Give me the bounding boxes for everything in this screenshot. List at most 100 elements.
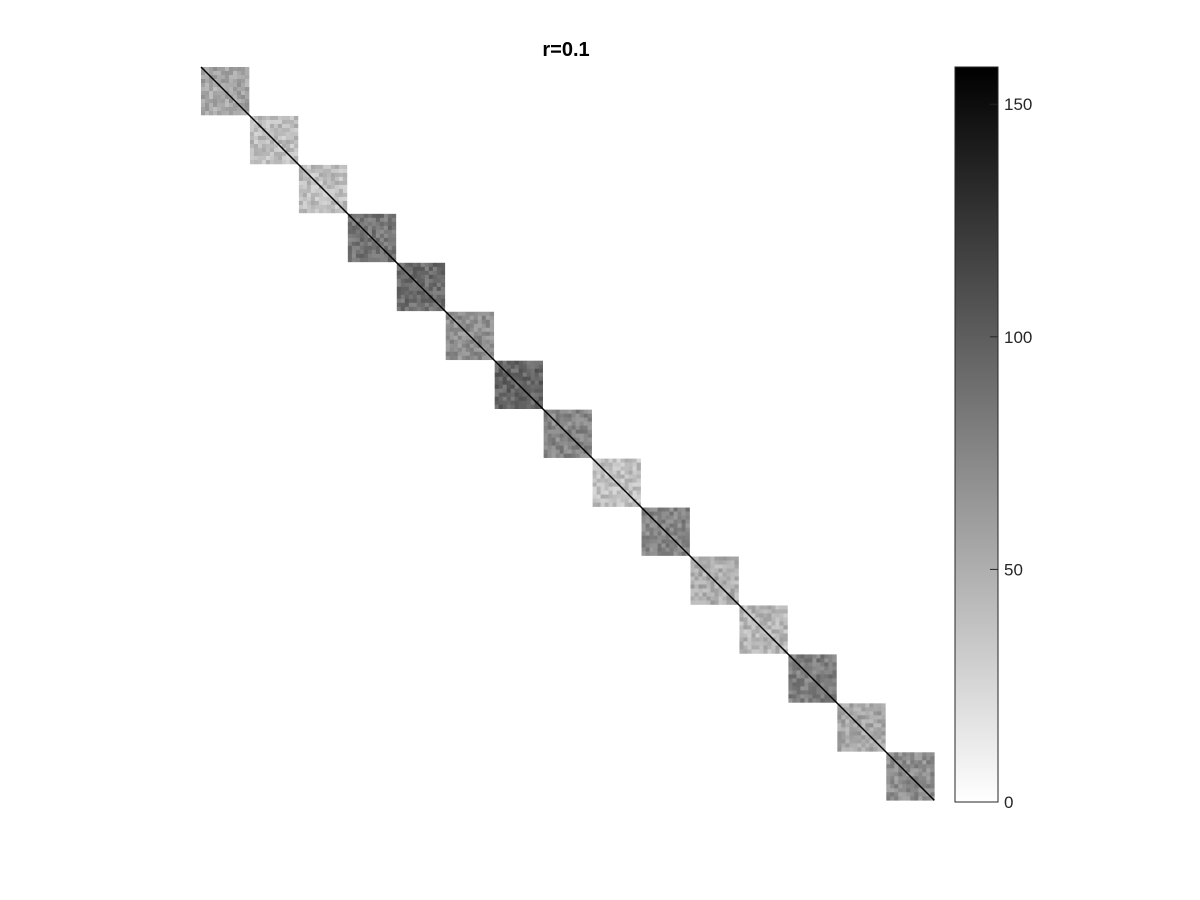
heatmap-cell — [567, 441, 572, 446]
heatmap-cell — [665, 507, 670, 512]
heatmap-cell — [473, 343, 479, 349]
heatmap-cell — [351, 229, 357, 235]
heatmap-cell — [473, 319, 479, 325]
heatmap-cell — [326, 184, 332, 190]
heatmap-cell — [367, 229, 373, 235]
heatmap-cell — [494, 388, 499, 393]
heatmap-cell — [498, 400, 503, 405]
heatmap-cell — [302, 196, 308, 202]
heatmap-cell — [281, 139, 287, 145]
heatmap-cell — [391, 249, 397, 255]
heatmap-cell — [681, 535, 686, 540]
heatmap-cell — [641, 519, 646, 524]
heatmap-cell — [379, 233, 385, 239]
heatmap-cell — [624, 494, 629, 499]
heatmap-cell — [453, 343, 459, 349]
heatmap-cell — [657, 519, 662, 524]
heatmap-cell — [400, 270, 406, 276]
heatmap-cell — [428, 270, 434, 276]
heatmap-cell — [432, 266, 438, 272]
heatmap-cell — [265, 139, 271, 145]
heatmap-cell — [628, 458, 633, 463]
heatmap-cell — [298, 192, 304, 198]
heatmap-cell — [310, 172, 316, 178]
heatmap-cell — [649, 551, 654, 556]
heatmap-cell — [277, 115, 283, 121]
heatmap-cell — [804, 662, 809, 667]
heatmap-cell — [600, 490, 605, 495]
heatmap-cell — [718, 572, 723, 577]
heatmap-cell — [783, 609, 788, 614]
heatmap-cell — [796, 658, 801, 663]
heatmap-cell — [571, 429, 576, 434]
heatmap-cell — [620, 490, 625, 495]
heatmap-cell — [873, 707, 878, 712]
heatmap-cell — [926, 784, 931, 789]
heatmap-cell — [404, 266, 410, 272]
heatmap-cell — [543, 449, 548, 454]
heatmap-cell — [461, 311, 467, 317]
heatmap-cell — [898, 784, 903, 789]
heatmap-cell — [612, 494, 617, 499]
heatmap-cell — [547, 433, 552, 438]
heatmap-cell — [209, 107, 214, 112]
heatmap-cell — [657, 547, 662, 552]
heatmap-cell — [424, 286, 430, 292]
heatmap-cell — [265, 115, 271, 121]
heatmap-cell — [342, 168, 348, 174]
heatmap-cell — [563, 421, 568, 426]
heatmap-cell — [396, 298, 402, 304]
heatmap-cell — [375, 217, 381, 223]
heatmap-cell — [722, 560, 727, 565]
heatmap-cell — [730, 600, 735, 605]
heatmap-cell — [289, 119, 295, 125]
heatmap-cell — [681, 523, 686, 528]
heatmap-cell — [253, 123, 259, 129]
heatmap-cell — [747, 633, 752, 638]
heatmap-cell — [767, 617, 772, 622]
heatmap-cell — [355, 213, 361, 219]
heatmap-cell — [322, 176, 328, 182]
heatmap-cell — [657, 515, 662, 520]
heatmap-cell — [649, 523, 654, 528]
heatmap-cell — [894, 780, 899, 785]
heatmap-cell — [649, 531, 654, 536]
heatmap-cell — [237, 87, 242, 92]
heatmap-cell — [669, 511, 674, 516]
heatmap-cell — [677, 515, 682, 520]
heatmap-cell — [249, 135, 255, 141]
heatmap-cell — [261, 147, 267, 153]
heatmap-cell — [375, 221, 381, 227]
heatmap-cell — [930, 792, 935, 797]
heatmap-cell — [522, 364, 527, 369]
heatmap-cell — [767, 609, 772, 614]
heatmap-cell — [293, 131, 299, 137]
heatmap-cell — [604, 462, 609, 467]
heatmap-cell — [783, 629, 788, 634]
heatmap-cell — [632, 466, 637, 471]
heatmap-cell — [241, 87, 246, 92]
heatmap-cell — [841, 711, 846, 716]
heatmap-cell — [853, 703, 858, 708]
heatmap-cell — [534, 388, 539, 393]
heatmap-cell — [616, 486, 621, 491]
heatmap-cell — [743, 629, 748, 634]
heatmap-cell — [498, 380, 503, 385]
heatmap-cell — [237, 111, 242, 116]
heatmap-cell — [641, 527, 646, 532]
heatmap-cell — [249, 155, 255, 161]
heatmap-cell — [547, 421, 552, 426]
heatmap-cell — [930, 760, 935, 765]
heatmap-cell — [416, 290, 422, 296]
heatmap-cell — [922, 756, 927, 761]
heatmap-cell — [587, 445, 592, 450]
heatmap-cell — [547, 429, 552, 434]
heatmap-cell — [743, 649, 748, 654]
heatmap-cell — [739, 637, 744, 642]
heatmap-cell — [641, 511, 646, 516]
heatmap-cell — [681, 527, 686, 532]
heatmap-cell — [457, 315, 463, 321]
heatmap-cell — [808, 654, 813, 659]
heatmap-cell — [632, 458, 637, 463]
heatmap-cell — [608, 502, 613, 507]
